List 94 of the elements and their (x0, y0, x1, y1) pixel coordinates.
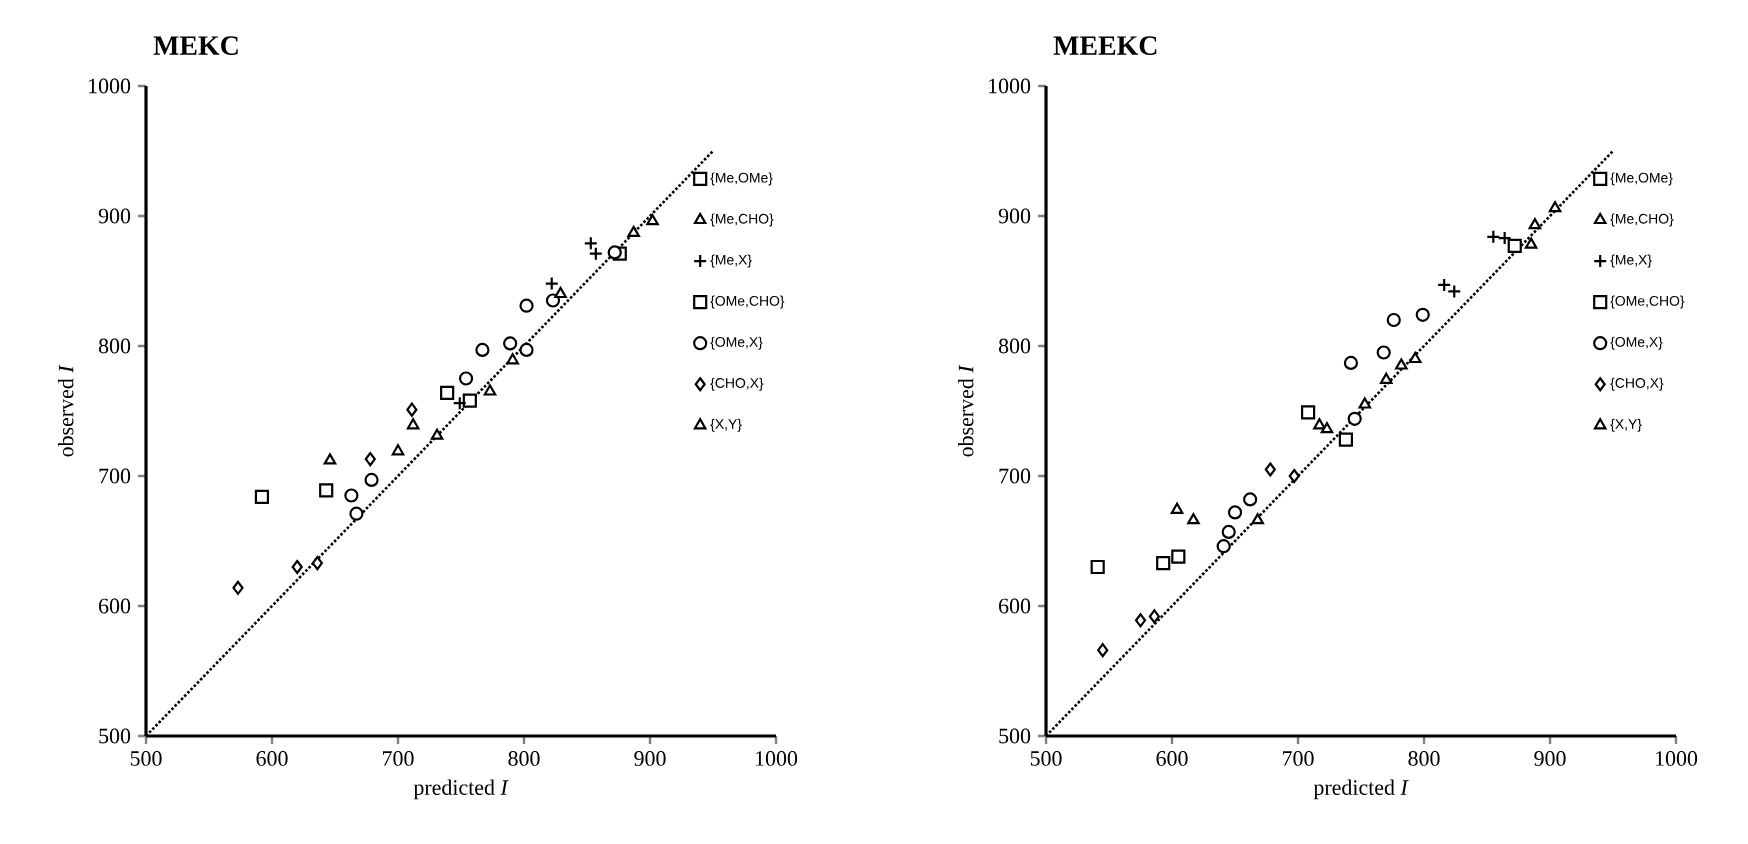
point (406, 402, 418, 417)
x-axis-title: predicted I (413, 779, 509, 800)
point (1097, 643, 1109, 658)
point (1524, 237, 1538, 249)
y-tick-label: 500 (99, 728, 131, 744)
point (254, 489, 270, 504)
point (232, 580, 244, 595)
point (458, 371, 474, 386)
point (1395, 358, 1408, 370)
point (554, 286, 567, 299)
point (1408, 351, 1422, 364)
point (364, 472, 379, 487)
point (1415, 307, 1430, 322)
point (627, 225, 640, 237)
point (1497, 230, 1512, 246)
x-tick-label: 500 (1030, 751, 1062, 766)
x-tick-label: 600 (256, 751, 288, 766)
point (506, 353, 519, 365)
x-tick-label: 800 (508, 751, 540, 766)
point (323, 453, 337, 465)
point (452, 396, 467, 411)
point (1376, 345, 1391, 360)
point (1379, 372, 1393, 384)
point (1171, 549, 1186, 564)
point (1301, 405, 1316, 420)
point (291, 559, 303, 575)
x-tick-label: 900 (1534, 751, 1566, 766)
point (1548, 201, 1562, 213)
point (1320, 422, 1334, 434)
x-tick-label: 700 (383, 751, 414, 766)
point (1386, 312, 1401, 328)
y-tick-label: 900 (98, 208, 131, 224)
point (475, 342, 490, 357)
y-axis-title: observed I (958, 364, 974, 457)
point (646, 214, 659, 226)
x-tick-label: 700 (1283, 751, 1314, 766)
point (544, 276, 559, 291)
point (1358, 397, 1372, 409)
point (519, 298, 534, 313)
point (545, 293, 561, 308)
y-tick-label: 1000 (989, 78, 1031, 94)
point (1338, 432, 1353, 447)
x-tick-label: 800 (1408, 751, 1440, 766)
point (1090, 559, 1105, 575)
point (1507, 238, 1522, 253)
point (1170, 502, 1184, 514)
point (483, 384, 497, 396)
y-tick-label: 600 (999, 598, 1031, 614)
y-tick-label: 1000 (89, 78, 131, 94)
point (519, 342, 534, 357)
y-axis-title: observed I (58, 364, 74, 457)
point (1227, 505, 1243, 520)
point (1216, 539, 1231, 554)
point (391, 444, 405, 456)
point (1156, 556, 1171, 571)
point (1486, 229, 1501, 244)
x-tick-label: 1000 (1656, 751, 1698, 766)
x-tick-label: 500 (130, 751, 162, 766)
point (311, 556, 323, 571)
point (1243, 492, 1258, 507)
point (440, 385, 455, 400)
y-tick-label: 800 (998, 338, 1031, 354)
x-axis-title: predicted I (1313, 779, 1409, 800)
point (1313, 418, 1326, 430)
y-tick-label: 800 (98, 338, 131, 354)
point (1187, 513, 1200, 525)
point (462, 393, 477, 408)
point (349, 506, 364, 521)
y-tick-label: 500 (999, 728, 1031, 744)
point (1134, 613, 1147, 628)
point (1221, 524, 1236, 539)
y-tick-label: 700 (99, 468, 131, 484)
point (406, 418, 420, 430)
point (1288, 468, 1300, 484)
point (607, 245, 622, 260)
point (319, 483, 334, 498)
point (364, 451, 376, 467)
point (1528, 217, 1542, 230)
x-tick-label: 1000 (756, 751, 798, 766)
point (1343, 355, 1359, 370)
y-tick-label: 600 (99, 598, 131, 614)
point (1347, 411, 1362, 426)
point (1148, 609, 1160, 624)
y-tick-label: 900 (998, 208, 1031, 224)
x-tick-label: 900 (634, 751, 666, 766)
chart-title: MEEKC (1053, 36, 1157, 56)
point (430, 428, 444, 440)
point (1251, 513, 1264, 525)
y-tick-label: 700 (999, 468, 1031, 484)
point (503, 336, 518, 351)
point (344, 488, 359, 503)
x-tick-label: 600 (1156, 751, 1188, 766)
chart-title: MEKC (153, 36, 238, 56)
point (1264, 462, 1276, 477)
